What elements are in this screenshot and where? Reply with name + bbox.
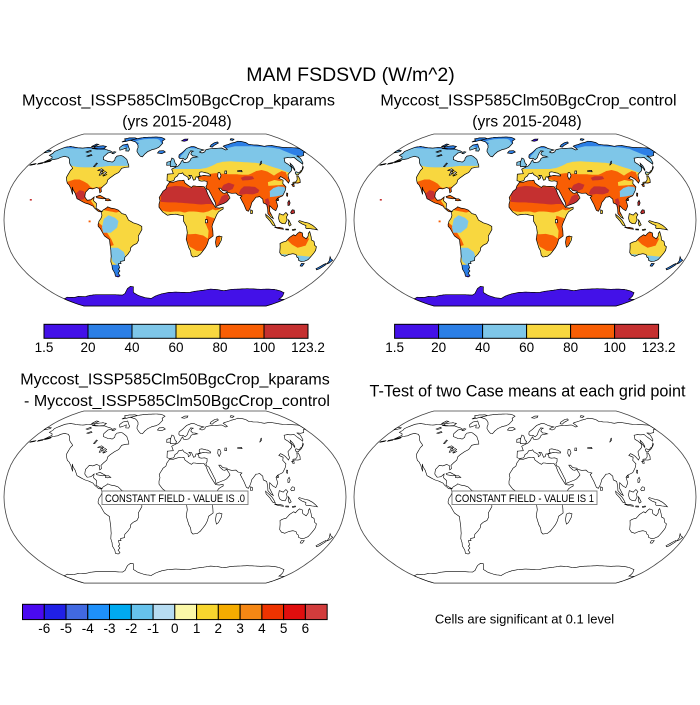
svg-text:-3: -3 [103,621,115,636]
svg-text:Myccost_ISSP585Clm50BgcCrop_kp: Myccost_ISSP585Clm50BgcCrop_kparams [22,93,335,110]
svg-text:20: 20 [80,340,95,355]
svg-text:T-Test of two Case means at ea: T-Test of two Case means at each grid po… [370,381,686,400]
svg-text:-1: -1 [147,621,159,636]
svg-text:Cells are significant at 0.1 l: Cells are significant at 0.1 level [435,612,614,627]
svg-text:(yrs 2015-2048): (yrs 2015-2048) [122,114,231,131]
svg-text:-2: -2 [125,621,137,636]
svg-text:- Myccost_ISSP585Clm50BgcCrop_: - Myccost_ISSP585Clm50BgcCrop_control [24,393,330,410]
svg-text:100: 100 [253,340,276,355]
svg-text:123.2: 123.2 [291,340,325,355]
svg-text:4: 4 [258,621,266,636]
svg-text:1.5: 1.5 [385,340,404,355]
svg-text:Myccost_ISSP585Clm50BgcCrop_kp: Myccost_ISSP585Clm50BgcCrop_kparams [20,372,329,389]
svg-text:5: 5 [280,621,288,636]
svg-text:80: 80 [212,340,227,355]
svg-text:1.5: 1.5 [35,340,54,355]
svg-text:CONSTANT FIELD - VALUE IS .0: CONSTANT FIELD - VALUE IS .0 [105,493,245,505]
svg-text:0: 0 [171,621,179,636]
svg-text:1: 1 [193,621,201,636]
svg-text:80: 80 [563,340,578,355]
svg-text:MAM FSDSVD (W/m^2): MAM FSDSVD (W/m^2) [246,64,454,86]
svg-text:CONSTANT FIELD - VALUE IS 1: CONSTANT FIELD - VALUE IS 1 [455,493,594,505]
svg-text:Myccost_ISSP585Clm50BgcCrop_co: Myccost_ISSP585Clm50BgcCrop_control [380,93,676,110]
svg-text:-4: -4 [82,621,94,636]
svg-text:123.2: 123.2 [642,340,676,355]
svg-text:(yrs 2015-2048): (yrs 2015-2048) [472,114,581,131]
svg-text:40: 40 [124,340,139,355]
svg-text:-6: -6 [38,621,50,636]
svg-text:20: 20 [431,340,446,355]
svg-text:3: 3 [236,621,244,636]
svg-text:-5: -5 [60,621,72,636]
svg-text:60: 60 [168,340,183,355]
svg-text:2: 2 [215,621,223,636]
svg-text:6: 6 [302,621,310,636]
svg-text:40: 40 [475,340,490,355]
svg-text:100: 100 [603,340,626,355]
svg-text:60: 60 [519,340,534,355]
